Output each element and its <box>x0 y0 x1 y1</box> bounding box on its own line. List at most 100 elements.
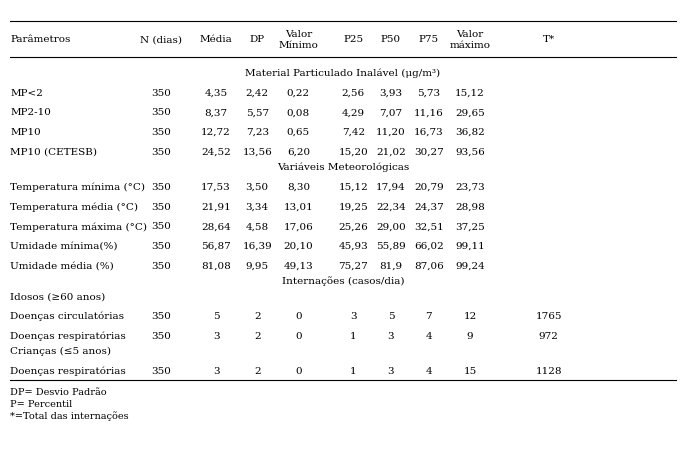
Text: 5,57: 5,57 <box>246 109 269 118</box>
Text: 8,30: 8,30 <box>287 183 310 192</box>
Text: 3,93: 3,93 <box>379 89 403 98</box>
Text: 24,37: 24,37 <box>414 203 444 212</box>
Text: Umidade mínima(%): Umidade mínima(%) <box>10 242 118 251</box>
Text: MP<2: MP<2 <box>10 89 43 98</box>
Text: 350: 350 <box>152 89 171 98</box>
Text: 0: 0 <box>295 312 302 321</box>
Text: Variáveis Meteorológicas: Variáveis Meteorológicas <box>277 163 409 172</box>
Text: 37,25: 37,25 <box>455 222 485 231</box>
Text: 3: 3 <box>388 367 394 376</box>
Text: 28,98: 28,98 <box>455 203 485 212</box>
Text: 13,56: 13,56 <box>242 148 272 157</box>
Text: 350: 350 <box>152 183 171 192</box>
Text: 2,56: 2,56 <box>342 89 365 98</box>
Text: 4,29: 4,29 <box>342 109 365 118</box>
Text: 350: 350 <box>152 332 171 341</box>
Text: 25,26: 25,26 <box>338 222 368 231</box>
Text: Temperatura média (°C): Temperatura média (°C) <box>10 202 139 212</box>
Text: 1: 1 <box>350 332 357 341</box>
Text: 9: 9 <box>466 332 473 341</box>
Text: MP10: MP10 <box>10 128 41 137</box>
Text: 99,24: 99,24 <box>455 262 485 271</box>
Text: 15,20: 15,20 <box>338 148 368 157</box>
Text: 75,27: 75,27 <box>338 262 368 271</box>
Text: P= Percentil: P= Percentil <box>10 400 73 408</box>
Text: 2: 2 <box>254 312 261 321</box>
Text: 20,79: 20,79 <box>414 183 444 192</box>
Text: 350: 350 <box>152 262 171 271</box>
Text: 7,23: 7,23 <box>246 128 269 137</box>
Text: T*: T* <box>543 35 555 45</box>
Text: MP2-10: MP2-10 <box>10 109 51 118</box>
Text: 11,16: 11,16 <box>414 109 444 118</box>
Text: Valor
Mínimo: Valor Mínimo <box>279 30 318 50</box>
Text: Doenças respiratórias: Doenças respiratórias <box>10 366 126 376</box>
Text: 12,72: 12,72 <box>201 128 231 137</box>
Text: 350: 350 <box>152 312 171 321</box>
Text: DP: DP <box>250 35 265 45</box>
Text: DP= Desvio Padrão: DP= Desvio Padrão <box>10 388 107 397</box>
Text: Parâmetros: Parâmetros <box>10 35 71 45</box>
Text: 56,87: 56,87 <box>201 242 231 251</box>
Text: 99,11: 99,11 <box>455 242 485 251</box>
Text: 350: 350 <box>152 109 171 118</box>
Text: 9,95: 9,95 <box>246 262 269 271</box>
Text: Temperatura máxima (°C): Temperatura máxima (°C) <box>10 222 147 232</box>
Text: 15: 15 <box>463 367 477 376</box>
Text: 0,65: 0,65 <box>287 128 310 137</box>
Text: 0: 0 <box>295 332 302 341</box>
Text: 350: 350 <box>152 222 171 231</box>
Text: Temperatura mínima (°C): Temperatura mínima (°C) <box>10 182 145 192</box>
Text: 21,02: 21,02 <box>376 148 406 157</box>
Text: 350: 350 <box>152 242 171 251</box>
Text: 4,35: 4,35 <box>204 89 228 98</box>
Text: 972: 972 <box>539 332 558 341</box>
Text: 350: 350 <box>152 148 171 157</box>
Text: 7,42: 7,42 <box>342 128 365 137</box>
Text: 350: 350 <box>152 128 171 137</box>
Text: 36,82: 36,82 <box>455 128 485 137</box>
Text: N (dias): N (dias) <box>140 35 182 45</box>
Text: Idosos (≥60 anos): Idosos (≥60 anos) <box>10 292 106 301</box>
Text: *=Total das internações: *=Total das internações <box>10 411 129 421</box>
Text: 16,73: 16,73 <box>414 128 444 137</box>
Text: 2: 2 <box>254 367 261 376</box>
Text: 81,08: 81,08 <box>201 262 231 271</box>
Text: 6,20: 6,20 <box>287 148 310 157</box>
Text: 30,27: 30,27 <box>414 148 444 157</box>
Text: 1765: 1765 <box>536 312 562 321</box>
Text: Valor
máximo: Valor máximo <box>449 30 490 50</box>
Text: 3,34: 3,34 <box>246 203 269 212</box>
Text: 15,12: 15,12 <box>455 89 485 98</box>
Text: 3: 3 <box>213 367 220 376</box>
Text: 32,51: 32,51 <box>414 222 444 231</box>
Text: 0,22: 0,22 <box>287 89 310 98</box>
Text: 350: 350 <box>152 203 171 212</box>
Text: 7,07: 7,07 <box>379 109 403 118</box>
Text: 4: 4 <box>425 367 432 376</box>
Text: Crianças (≤5 anos): Crianças (≤5 anos) <box>10 347 111 356</box>
Text: 5,73: 5,73 <box>417 89 440 98</box>
Text: 66,02: 66,02 <box>414 242 444 251</box>
Text: Média: Média <box>200 35 233 45</box>
Text: 16,39: 16,39 <box>242 242 272 251</box>
Text: 1128: 1128 <box>536 367 562 376</box>
Text: 23,73: 23,73 <box>455 183 485 192</box>
Text: 24,52: 24,52 <box>201 148 231 157</box>
Text: 3: 3 <box>388 332 394 341</box>
Text: 3,50: 3,50 <box>246 183 269 192</box>
Text: 17,06: 17,06 <box>283 222 314 231</box>
Text: 29,00: 29,00 <box>376 222 406 231</box>
Text: 29,65: 29,65 <box>455 109 485 118</box>
Text: 93,56: 93,56 <box>455 148 485 157</box>
Text: P50: P50 <box>381 35 401 45</box>
Text: 11,20: 11,20 <box>376 128 406 137</box>
Text: 0,08: 0,08 <box>287 109 310 118</box>
Text: 87,06: 87,06 <box>414 262 444 271</box>
Text: P25: P25 <box>343 35 364 45</box>
Text: 21,91: 21,91 <box>201 203 231 212</box>
Text: 45,93: 45,93 <box>338 242 368 251</box>
Text: 3: 3 <box>213 332 220 341</box>
Text: 5: 5 <box>213 312 220 321</box>
Text: 4: 4 <box>425 332 432 341</box>
